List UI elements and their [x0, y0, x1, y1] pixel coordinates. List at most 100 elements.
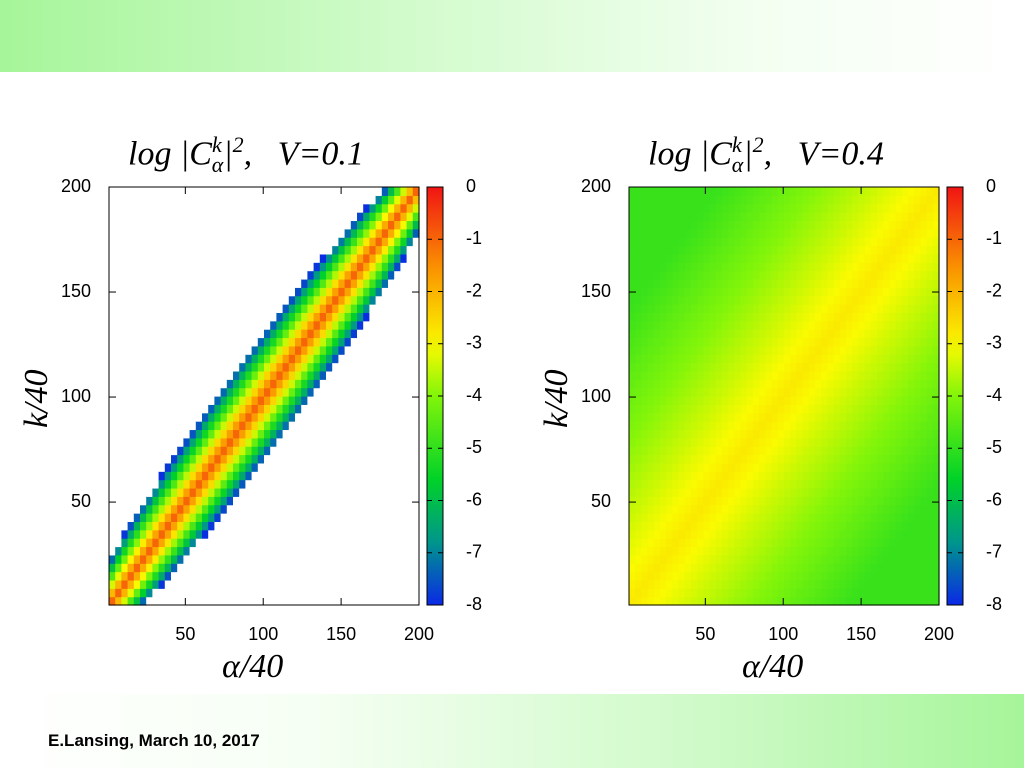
heatmap-cell [307, 228, 315, 238]
heatmap-cell [839, 487, 847, 497]
heatmap-cell [914, 588, 921, 598]
heatmap-cell [703, 513, 711, 522]
heatmap-cell [257, 212, 265, 222]
heatmap-cell [133, 446, 141, 456]
heatmap-cell [133, 278, 141, 288]
heatmap-cell [313, 370, 321, 380]
heatmap-cell [183, 228, 191, 238]
heatmap-cell [406, 563, 414, 573]
heatmap-cell [257, 370, 265, 380]
heatmap-cell [202, 278, 209, 288]
heatmap-cell [722, 421, 729, 431]
heatmap-cell [189, 345, 197, 355]
heatmap-cell [239, 220, 246, 230]
heatmap-cell [338, 579, 346, 589]
heatmap-cell [815, 262, 822, 272]
heatmap-cell [295, 237, 302, 247]
heatmap-cell [709, 237, 717, 247]
heatmap-cell [202, 237, 209, 247]
heatmap-cell [146, 228, 153, 238]
heatmap-cell [245, 471, 253, 481]
heatmap-cell [264, 462, 271, 472]
heatmap-cell [635, 579, 642, 589]
heatmap-cell [883, 513, 890, 522]
heatmap-cell [257, 487, 265, 497]
heatmap-cell [226, 212, 234, 222]
heatmap-cell [815, 462, 822, 472]
heatmap-cell [326, 437, 333, 447]
heatmap-cell [870, 421, 878, 431]
heatmap-cell [877, 487, 884, 497]
heatmap-cell [808, 187, 816, 196]
heatmap-cell [771, 421, 779, 431]
heatmap-cell [672, 304, 680, 313]
heatmap-cell [629, 253, 636, 263]
heatmap-cell [400, 437, 408, 447]
heatmap-cell [777, 337, 785, 347]
heatmap-cell [127, 262, 135, 272]
heatmap-cell [146, 479, 153, 489]
heatmap-cell [889, 596, 897, 606]
heatmap-cell [270, 396, 277, 405]
heatmap-cell [220, 262, 228, 272]
title-sub: α [211, 152, 224, 178]
heatmap-cell [827, 220, 835, 230]
heatmap-cell [375, 212, 383, 222]
heatmap-cell [381, 228, 389, 238]
heatmap-cell [839, 337, 847, 347]
heatmap-cell [771, 521, 779, 531]
heatmap-cell [777, 404, 785, 414]
heatmap-cell [784, 437, 791, 447]
heatmap-cell [666, 362, 673, 372]
heatmap-cell [127, 345, 135, 355]
heatmap-cell [288, 521, 296, 531]
heatmap-cell [703, 245, 711, 255]
heatmap-cell [852, 253, 859, 263]
heatmap-cell [214, 253, 222, 263]
heatmap-cell [746, 429, 754, 439]
heatmap-cell [846, 504, 853, 514]
heatmap-cell [164, 370, 172, 380]
heatmap-cell [288, 396, 296, 405]
heatmap-cell [158, 195, 166, 205]
heatmap-cell [833, 596, 841, 606]
heatmap-cell [288, 295, 296, 305]
heatmap-cell [115, 554, 122, 564]
heatmap-cell [301, 421, 308, 431]
heatmap-cell [895, 362, 903, 372]
heatmap-cell [121, 228, 129, 238]
heatmap-cell [127, 596, 135, 606]
heatmap-cell [177, 379, 184, 389]
heatmap-cell [363, 237, 370, 247]
heatmap-cell [759, 245, 766, 255]
heatmap-cell [375, 329, 383, 339]
heatmap-cell [276, 212, 284, 222]
heatmap-cell [790, 278, 797, 288]
heatmap-cell [189, 462, 197, 472]
heatmap-cell [251, 563, 259, 573]
heatmap-cell [827, 354, 835, 364]
heatmap-cell [400, 362, 408, 372]
heatmap-cell [264, 287, 271, 297]
heatmap-cell [877, 304, 884, 313]
heatmap-cell [388, 345, 395, 355]
heatmap-cell [839, 312, 847, 322]
heatmap-cell [641, 203, 649, 213]
heatmap-cell [715, 187, 723, 196]
heatmap-cell [802, 203, 810, 213]
heatmap-cell [400, 596, 408, 606]
heatmap-cell [647, 596, 655, 606]
heatmap-cell [846, 187, 853, 196]
heatmap-cell [369, 345, 377, 355]
heatmap-cell [759, 487, 766, 497]
heatmap-cell [189, 421, 197, 431]
heatmap-cell [270, 387, 277, 397]
heatmap-cell [220, 195, 228, 205]
heatmap-cell [183, 421, 191, 431]
heatmap-cell [288, 446, 296, 456]
heatmap-cell [226, 588, 234, 598]
heatmap-cell [901, 370, 909, 380]
heatmap-cell [152, 538, 160, 548]
heatmap-cell [641, 513, 649, 522]
heatmap-cell [777, 437, 785, 447]
